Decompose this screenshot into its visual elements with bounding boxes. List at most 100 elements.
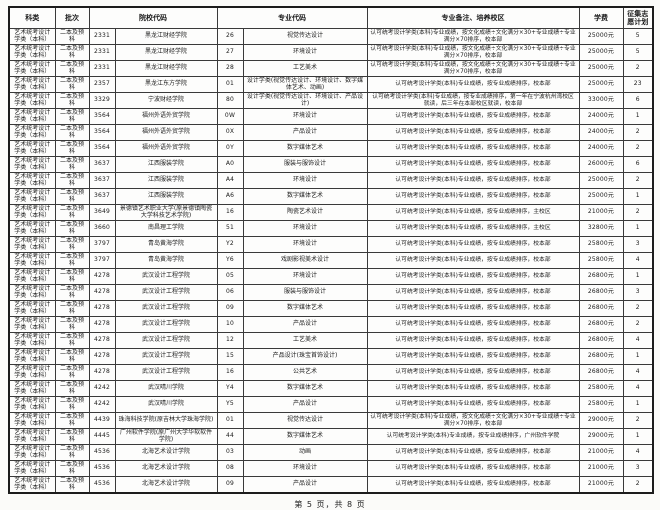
table-row: 艺术统考设计学类（本科） 二本及预科 4536 北海艺术设计学院 03 动画 认可统考设计学… <box>8 444 654 461</box>
cell-school-code: 4536 <box>88 444 116 461</box>
table-row: 艺术统考设计学类（本科） 二本及预科 2331 黑龙江财经学院 26 视觉传达设计 认可统考… <box>8 28 654 45</box>
cell-fee: 29000元 <box>578 412 624 429</box>
cell-major-name: 环境设计 <box>242 108 368 125</box>
cell-batch: 二本及预科 <box>54 172 90 189</box>
cell-category: 艺术统考设计学类（本科） <box>8 444 56 461</box>
cell-plan: 1 <box>622 348 654 365</box>
table-row: 艺术统考设计学类（本科） 二本及预科 2331 黑龙江财经学院 27 环境设计 认可统考设计… <box>8 44 654 61</box>
cell-remark: 认可统考设计学类(本科)专业成绩，按专业成绩排序，主校区 <box>366 220 580 237</box>
cell-remark: 认可统考设计学类(本科)专业成绩，按专业成绩排序，校本部 <box>366 444 580 461</box>
cell-category: 艺术统考设计学类（本科） <box>8 396 56 413</box>
cell-fee: 26800元 <box>578 268 624 285</box>
cell-school-name: 江西服装学院 <box>114 188 218 205</box>
cell-category: 艺术统考设计学类（本科） <box>8 476 56 494</box>
cell-major-name: 数字媒体艺术 <box>242 380 368 397</box>
cell-school-code: 4536 <box>88 460 116 477</box>
cell-remark: 认可统考设计学类(本科)专业成绩，按专业成绩排序，校本部 <box>366 300 580 317</box>
cell-remark: 认可统考设计学类(本科)专业成绩，按专业成绩排序，校本部 <box>366 348 580 365</box>
col-header-major-code: 专业代码 <box>216 6 368 29</box>
cell-plan: 2 <box>622 124 654 141</box>
cell-school-code: 4242 <box>88 380 116 397</box>
cell-school-code: 2331 <box>88 44 116 61</box>
cell-plan: 4 <box>622 380 654 397</box>
table-row: 艺术统考设计学类（本科） 二本及预科 3797 青岛黄海学院 Y2 环境设计 认可统考设计学… <box>8 236 654 253</box>
col-header-category: 科类 <box>8 6 56 29</box>
cell-major-code: 10 <box>216 316 244 333</box>
cell-school-code: 3564 <box>88 140 116 157</box>
table-row: 艺术统考设计学类（本科） 二本及预科 3564 福州外语外贸学院 0W 环境设计 认可统考设… <box>8 108 654 125</box>
cell-major-name: 产品设计(珠宝首饰设计) <box>242 348 368 365</box>
cell-plan: 6 <box>622 156 654 173</box>
cell-major-code: 01 <box>216 76 244 93</box>
cell-fee: 25000元 <box>578 60 624 77</box>
cell-major-code: 16 <box>216 364 244 381</box>
cell-major-code: 28 <box>216 60 244 77</box>
cell-fee: 26800元 <box>578 348 624 365</box>
cell-plan: 2 <box>622 316 654 333</box>
cell-school-code: 3649 <box>88 204 116 221</box>
cell-plan: 4 <box>622 444 654 461</box>
cell-category: 艺术统考设计学类（本科） <box>8 204 56 221</box>
cell-remark: 认可统考设计学类(本科)专业成绩，按专业成绩排序，校本部 <box>366 236 580 253</box>
cell-major-name: 环境设计 <box>242 236 368 253</box>
table-row: 艺术统考设计学类（本科） 二本及预科 3637 江西服装学院 A4 环境设计 认可统考设计学… <box>8 172 654 189</box>
cell-school-code: 4278 <box>88 332 116 349</box>
cell-plan: 2 <box>622 300 654 317</box>
cell-remark: 认可统考设计学类(本科)专业成绩，按专业成绩排序，校本部 <box>366 396 580 413</box>
cell-category: 艺术统考设计学类（本科） <box>8 316 56 333</box>
cell-major-name: 数字媒体艺术 <box>242 140 368 157</box>
cell-major-code: Y6 <box>216 252 244 269</box>
cell-school-name: 黑龙江财经学院 <box>114 60 218 77</box>
cell-major-name: 产品设计 <box>242 124 368 141</box>
cell-plan: 2 <box>622 476 654 494</box>
cell-remark: 认可统考设计学类(本科)专业成绩，按专业成绩排序，校本部 <box>366 108 580 125</box>
cell-fee: 24000元 <box>578 140 624 157</box>
cell-category: 艺术统考设计学类（本科） <box>8 76 56 93</box>
table-row: 艺术统考设计学类（本科） 二本及预科 4242 武汉晴川学院 Y4 数字媒体艺术 认可统考设… <box>8 380 654 397</box>
cell-plan: 1 <box>622 396 654 413</box>
cell-remark: 认可统考设计学类(本科)专业成绩，按专业成绩排序，校本部 <box>366 380 580 397</box>
cell-school-code: 4278 <box>88 364 116 381</box>
cell-school-name: 景德镇艺术职业大学(原景德镇陶瓷大学科技艺术学院) <box>114 204 218 221</box>
cell-fee: 25800元 <box>578 252 624 269</box>
cell-batch: 二本及预科 <box>54 108 90 125</box>
cell-plan: 2 <box>622 140 654 157</box>
cell-major-code: 15 <box>216 348 244 365</box>
cell-batch: 二本及预科 <box>54 156 90 173</box>
cell-category: 艺术统考设计学类（本科） <box>8 124 56 141</box>
table-row: 艺术统考设计学类（本科） 二本及预科 3564 福州外语外贸学院 0X 产品设计 认可统考设… <box>8 124 654 141</box>
col-header-plan: 征集志愿计划 <box>622 6 654 29</box>
cell-major-name: 产品设计 <box>242 396 368 413</box>
table-row: 艺术统考设计学类（本科） 二本及预科 4278 武汉设计工程学院 10 产品设计 认可统考设… <box>8 316 654 333</box>
cell-major-code: 51 <box>216 220 244 237</box>
cell-category: 艺术统考设计学类（本科） <box>8 332 56 349</box>
cell-batch: 二本及预科 <box>54 124 90 141</box>
cell-plan: 2 <box>622 204 654 221</box>
cell-fee: 25000元 <box>578 44 624 61</box>
cell-school-code: 3637 <box>88 156 116 173</box>
cell-remark: 认可统考设计学类(本科)专业成绩，按专业成绩排序，第一年在宁波杭州湾校区就读，后… <box>366 92 580 109</box>
cell-plan: 3 <box>622 460 654 477</box>
cell-plan: 23 <box>622 76 654 93</box>
cell-fee: 21000元 <box>578 444 624 461</box>
cell-remark: 认可统考设计学类(本科)专业成绩，按专业成绩排序，校本部 <box>366 316 580 333</box>
table-row: 艺术统考设计学类（本科） 二本及预科 4439 珠海科技学院(原吉林大学珠海学院) 01… <box>8 412 654 429</box>
cell-remark: 认可统考设计学类(本科)专业成绩，按专业成绩排序，广州软件学院 <box>366 428 580 445</box>
cell-batch: 二本及预科 <box>54 76 90 93</box>
cell-major-name: 数字媒体艺术 <box>242 188 368 205</box>
cell-category: 艺术统考设计学类（本科） <box>8 364 56 381</box>
cell-batch: 二本及预科 <box>54 252 90 269</box>
cell-category: 艺术统考设计学类（本科） <box>8 92 56 109</box>
table-row: 艺术统考设计学类（本科） 二本及预科 4278 武汉设计工程学院 15 产品设计(珠宝首饰… <box>8 348 654 365</box>
cell-category: 艺术统考设计学类（本科） <box>8 220 56 237</box>
cell-remark: 认可统考设计学类(本科)专业成绩，按文化成绩÷文化满分×30+专业成绩÷专业满分… <box>366 60 580 77</box>
cell-plan: 1 <box>622 428 654 445</box>
cell-batch: 二本及预科 <box>54 316 90 333</box>
cell-school-code: 2331 <box>88 28 116 45</box>
cell-school-name: 江西服装学院 <box>114 156 218 173</box>
col-header-school-code: 院校代码 <box>88 6 218 29</box>
cell-category: 艺术统考设计学类（本科） <box>8 108 56 125</box>
cell-fee: 24000元 <box>578 124 624 141</box>
cell-category: 艺术统考设计学类（本科） <box>8 156 56 173</box>
cell-major-name: 服装与服饰设计 <box>242 156 368 173</box>
